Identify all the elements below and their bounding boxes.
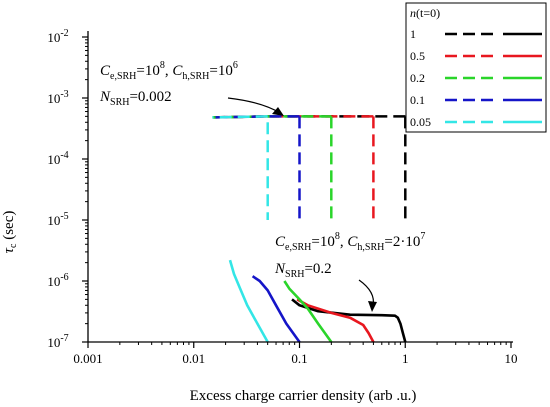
- legend-label-0: 1: [410, 27, 416, 41]
- x-tick-label-2: 0.1: [291, 351, 307, 366]
- annotation-top-line1: Ce,SRH=108, Ch,SRH=106: [100, 60, 238, 82]
- x-tick-label-1: 0.01: [182, 351, 205, 366]
- y-tick-label-4: 10-3: [47, 89, 68, 106]
- annotation-bottom-line1: Ce,SRH=108, Ch,SRH=2·107: [275, 231, 425, 253]
- series-line-solid-n0_1-13: [251, 275, 301, 343]
- x-axis-title: Excess charge carrier density (arb .u.): [190, 388, 417, 404]
- series-line-dashed-n0_1-3: [212, 115, 300, 119]
- y-tick-label-5: 10-2: [47, 28, 68, 45]
- y-tick-label-2: 10-5: [47, 211, 68, 228]
- legend-entries: 1 0.5 0.2 0.1 0.05: [410, 27, 542, 129]
- y-axis-subscript: c: [8, 243, 19, 248]
- annotation-top: Ce,SRH=108, Ch,SRH=106 NSRH=0.002: [99, 60, 284, 116]
- annotation-bottom-arrowhead: [368, 301, 377, 312]
- svg-text:τc (sec): τc (sec): [1, 211, 19, 254]
- y-axis-title: τc (sec): [1, 211, 19, 254]
- legend: n(t=0) 1 0.5 0.2 0.1 0.05: [405, 2, 547, 133]
- series-line-solid-n0_05-14: [228, 259, 269, 343]
- x-tick-label-3: 1: [402, 351, 409, 366]
- y-axis-unit: (sec): [1, 211, 17, 240]
- annotation-bottom-line2: NSRH=0.2: [274, 261, 332, 280]
- legend-label-4: 0.05: [410, 115, 431, 129]
- legend-box: [405, 2, 547, 133]
- y-axis-symbol: τ: [1, 247, 17, 253]
- series-layer: [212, 115, 407, 343]
- annotation-bottom: Ce,SRH=108, Ch,SRH=2·107 NSRH=0.2: [274, 231, 425, 312]
- series-line-solid-n0_2-12: [283, 280, 333, 343]
- y-tick-label-1: 10-6: [47, 272, 68, 289]
- series-line-dashed-n0_05-4: [212, 115, 268, 119]
- y-tick-label-3: 10-4: [47, 150, 68, 167]
- legend-label-1: 0.5: [410, 49, 425, 63]
- x-tick-label-0: 0.001: [73, 351, 102, 366]
- axes-layer: 0.001 0.01 0.1 1 10 10-7 10-6 10-5 10-4 10-3 10-2: [47, 28, 517, 366]
- series-line-solid-n0_5-11: [296, 298, 375, 343]
- x-tick-label-4: 10: [505, 351, 518, 366]
- annotation-top-line2: NSRH=0.002: [99, 89, 172, 108]
- legend-title: n(t=0): [410, 6, 440, 20]
- annotation-top-arrowhead: [272, 107, 284, 116]
- y-tick-label-0: 10-7: [47, 333, 68, 350]
- legend-label-3: 0.1: [410, 93, 425, 107]
- legend-label-2: 0.2: [410, 71, 425, 85]
